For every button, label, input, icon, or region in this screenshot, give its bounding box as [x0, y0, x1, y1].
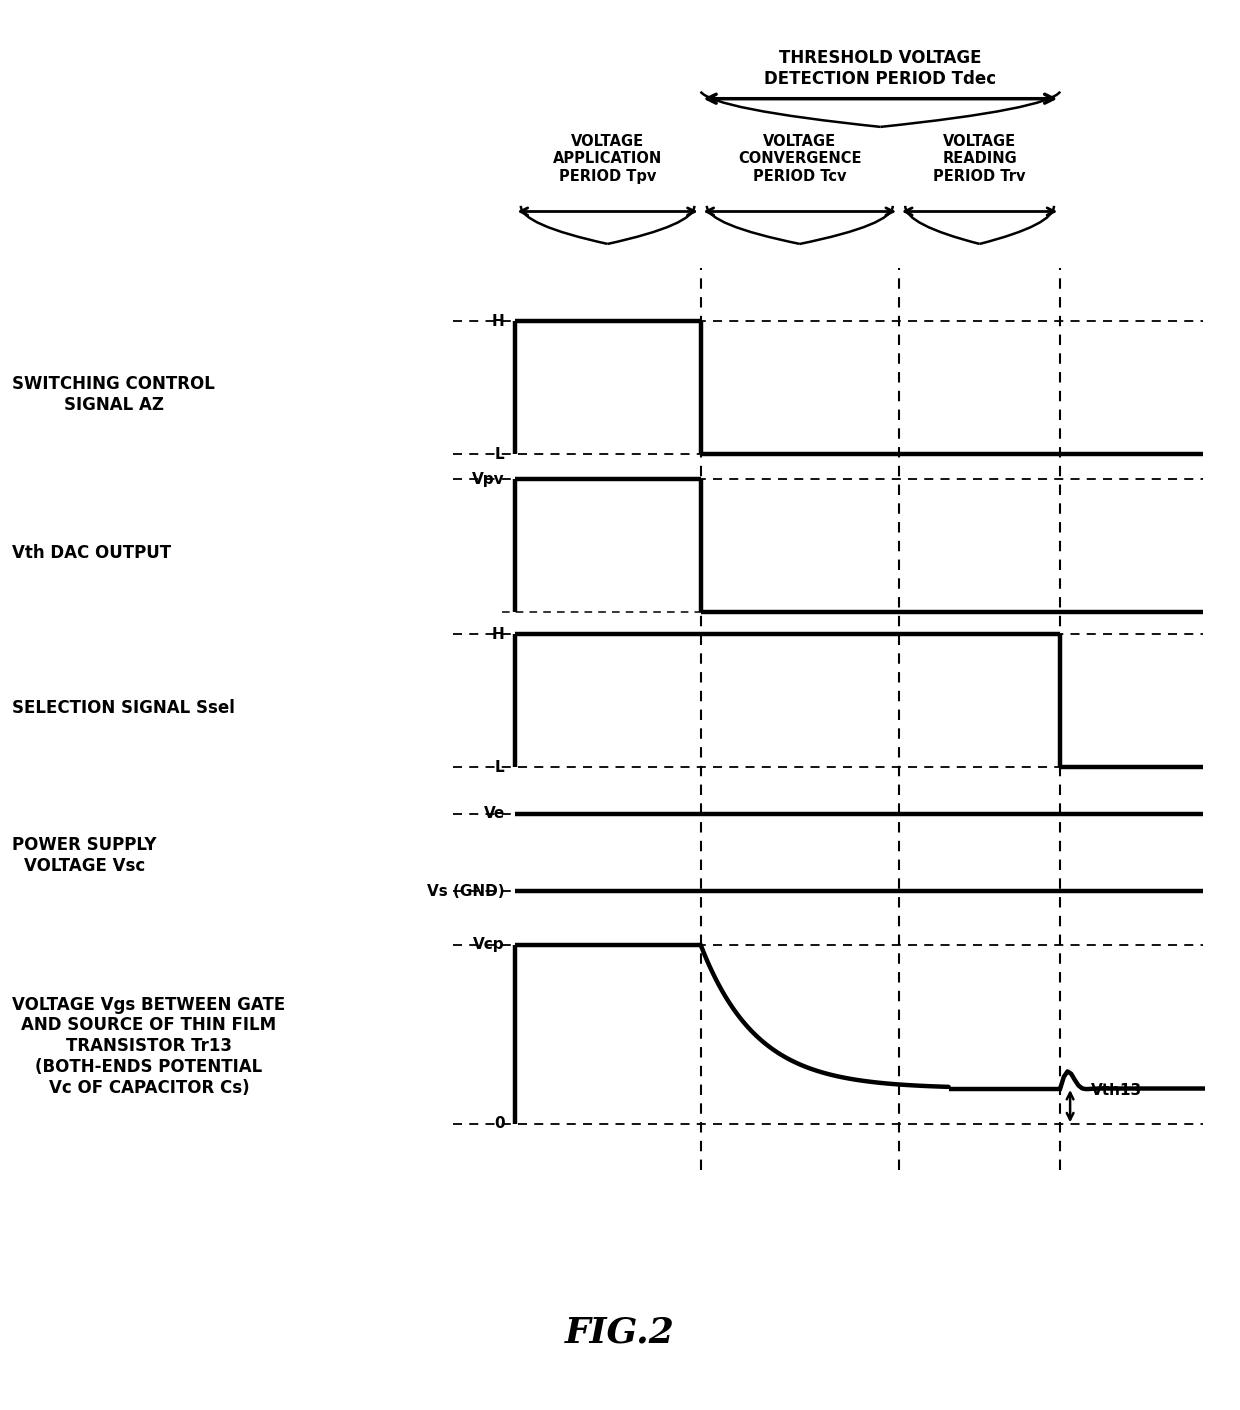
Text: Vs (GND): Vs (GND) [427, 884, 505, 898]
Text: L: L [495, 760, 505, 774]
Text: H: H [492, 627, 505, 642]
Text: L: L [495, 447, 505, 461]
Text: VOLTAGE Vgs BETWEEN GATE
AND SOURCE OF THIN FILM
TRANSISTOR Tr13
(BOTH-ENDS POTE: VOLTAGE Vgs BETWEEN GATE AND SOURCE OF T… [12, 995, 285, 1097]
Text: SWITCHING CONTROL
SIGNAL AZ: SWITCHING CONTROL SIGNAL AZ [12, 375, 216, 415]
Text: FIG.2: FIG.2 [565, 1316, 675, 1349]
Text: Vcp: Vcp [472, 938, 505, 952]
Text: THRESHOLD VOLTAGE
DETECTION PERIOD Tdec: THRESHOLD VOLTAGE DETECTION PERIOD Tdec [764, 49, 997, 89]
Text: VOLTAGE
APPLICATION
PERIOD Tpv: VOLTAGE APPLICATION PERIOD Tpv [553, 134, 662, 183]
Text: POWER SUPPLY
VOLTAGE Vsc: POWER SUPPLY VOLTAGE Vsc [12, 836, 157, 876]
Text: Vpv: Vpv [472, 472, 505, 486]
Text: Vth DAC OUTPUT: Vth DAC OUTPUT [12, 544, 171, 561]
Text: VOLTAGE
READING
PERIOD Trv: VOLTAGE READING PERIOD Trv [934, 134, 1025, 183]
Text: Vth13: Vth13 [1091, 1083, 1142, 1098]
Text: H: H [492, 314, 505, 329]
Text: 0: 0 [494, 1117, 505, 1131]
Text: Ve: Ve [484, 807, 505, 821]
Text: VOLTAGE
CONVERGENCE
PERIOD Tcv: VOLTAGE CONVERGENCE PERIOD Tcv [738, 134, 862, 183]
Text: SELECTION SIGNAL Ssel: SELECTION SIGNAL Ssel [12, 699, 236, 716]
